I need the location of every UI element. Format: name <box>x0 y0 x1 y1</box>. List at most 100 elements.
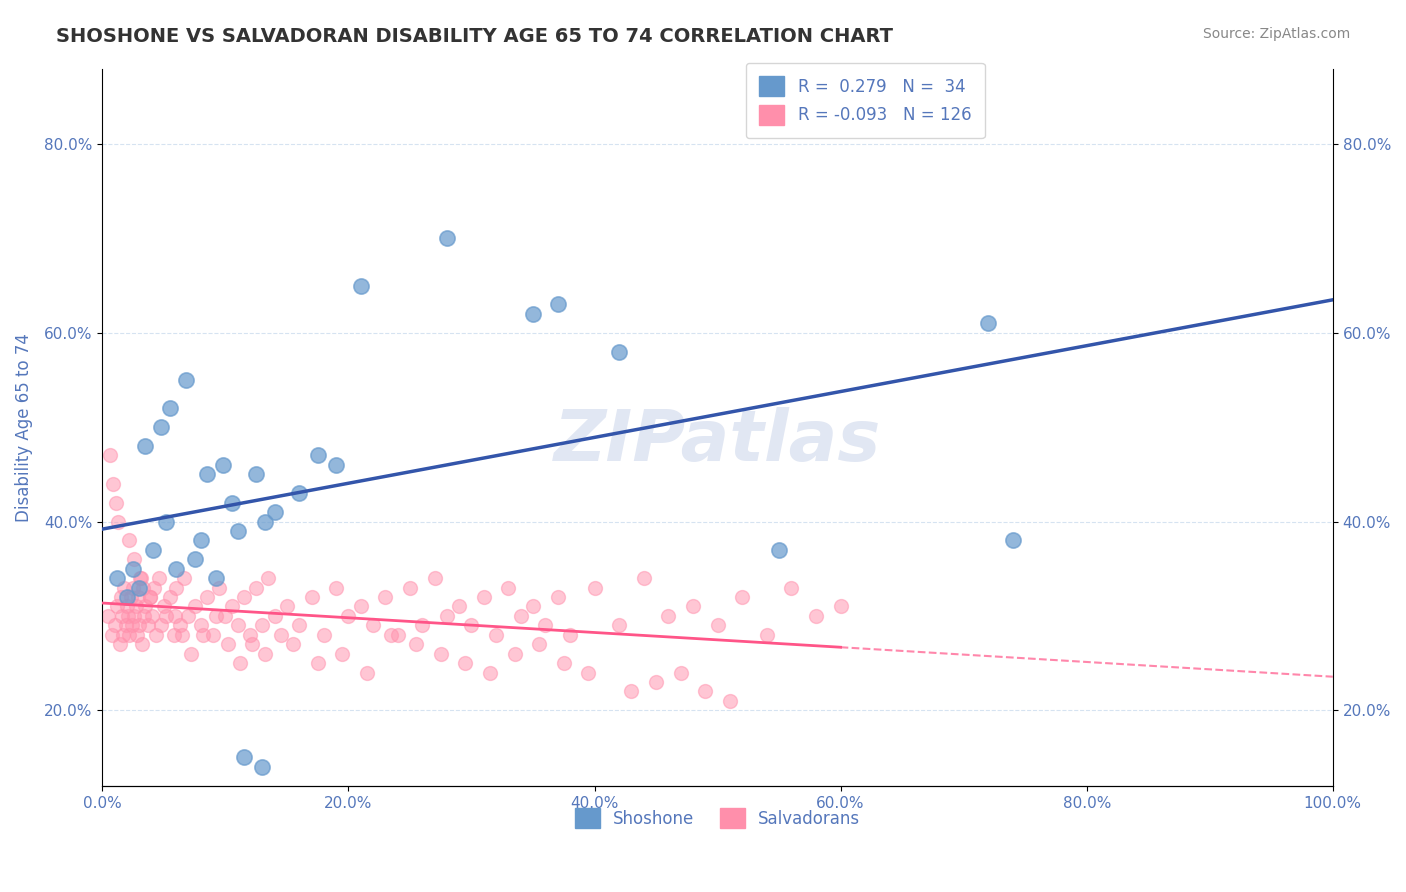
Point <box>193 628 215 642</box>
Point <box>134 608 156 623</box>
Point <box>108 637 131 651</box>
Point <box>105 571 128 585</box>
Point <box>270 628 292 642</box>
Point <box>330 647 353 661</box>
Point <box>159 401 181 416</box>
Point <box>522 599 544 614</box>
Point <box>98 449 121 463</box>
Point <box>110 590 132 604</box>
Point <box>221 599 243 614</box>
Point <box>111 608 134 623</box>
Point <box>105 599 128 614</box>
Point <box>1001 533 1024 548</box>
Point <box>128 618 150 632</box>
Point <box>682 599 704 614</box>
Point <box>155 515 177 529</box>
Point <box>252 760 274 774</box>
Point <box>195 467 218 482</box>
Point <box>107 515 129 529</box>
Point <box>232 750 254 764</box>
Point <box>163 608 186 623</box>
Point <box>159 590 181 604</box>
Point <box>121 618 143 632</box>
Point <box>263 505 285 519</box>
Point <box>208 581 231 595</box>
Point <box>204 608 226 623</box>
Point <box>120 590 142 604</box>
Point <box>252 618 274 632</box>
Text: SHOSHONE VS SALVADORAN DISABILITY AGE 65 TO 74 CORRELATION CHART: SHOSHONE VS SALVADORAN DISABILITY AGE 65… <box>56 27 893 45</box>
Point <box>399 581 422 595</box>
Point <box>288 486 311 500</box>
Point <box>169 618 191 632</box>
Point <box>117 608 139 623</box>
Point <box>350 599 373 614</box>
Point <box>174 373 197 387</box>
Point <box>150 618 173 632</box>
Point <box>172 628 194 642</box>
Point <box>620 684 643 698</box>
Point <box>706 618 728 632</box>
Point <box>257 571 280 585</box>
Point <box>115 599 138 614</box>
Point <box>124 599 146 614</box>
Point <box>232 590 254 604</box>
Point <box>165 581 187 595</box>
Point <box>122 552 145 566</box>
Point <box>695 684 717 698</box>
Point <box>977 316 1000 330</box>
Point <box>177 608 200 623</box>
Point <box>503 647 526 661</box>
Point <box>478 665 501 680</box>
Point <box>460 618 482 632</box>
Point <box>245 467 267 482</box>
Point <box>731 590 754 604</box>
Point <box>405 637 427 651</box>
Point <box>118 533 141 548</box>
Point <box>128 581 150 595</box>
Point <box>780 581 803 595</box>
Point <box>485 628 508 642</box>
Point <box>180 647 202 661</box>
Point <box>124 608 146 623</box>
Point <box>547 590 569 604</box>
Point <box>141 608 163 623</box>
Point <box>114 618 136 632</box>
Point <box>103 476 125 491</box>
Point <box>134 599 156 614</box>
Point <box>153 599 176 614</box>
Point <box>183 552 205 566</box>
Point <box>429 647 451 661</box>
Point <box>553 656 575 670</box>
Point <box>190 618 212 632</box>
Point <box>143 581 166 595</box>
Point <box>139 590 162 604</box>
Point <box>122 562 145 576</box>
Point <box>387 628 409 642</box>
Point <box>607 618 630 632</box>
Point <box>142 542 165 557</box>
Point <box>356 665 378 680</box>
Point <box>229 656 252 670</box>
Point <box>337 608 360 623</box>
Point <box>134 439 156 453</box>
Point <box>645 675 668 690</box>
Point <box>380 628 402 642</box>
Point <box>325 581 347 595</box>
Point <box>633 571 655 585</box>
Point <box>118 628 141 642</box>
Point <box>212 458 235 472</box>
Point <box>114 581 136 595</box>
Point <box>669 665 692 680</box>
Point <box>830 599 852 614</box>
Point <box>449 599 471 614</box>
Legend: Shoshone, Salvadorans: Shoshone, Salvadorans <box>568 801 866 835</box>
Point <box>253 647 276 661</box>
Point <box>226 618 249 632</box>
Point <box>183 599 205 614</box>
Point <box>576 665 599 680</box>
Point <box>239 628 262 642</box>
Point <box>173 571 195 585</box>
Point <box>436 608 458 623</box>
Point <box>148 571 170 585</box>
